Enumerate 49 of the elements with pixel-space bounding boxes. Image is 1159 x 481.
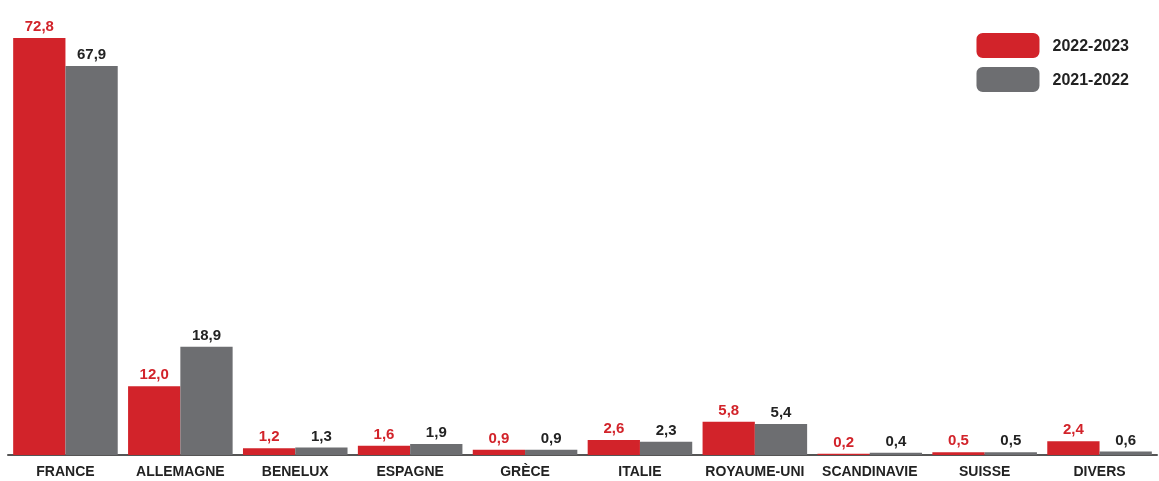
x-tick-label: ITALIE xyxy=(618,463,662,479)
bar xyxy=(932,452,985,455)
bar xyxy=(128,386,181,455)
x-tick-label: SUISSE xyxy=(958,463,1011,479)
data-label: 0,5 xyxy=(1000,431,1022,449)
data-label: 1,3 xyxy=(310,426,332,444)
x-tick-label: ALLEMAGNE xyxy=(136,463,225,479)
data-label: 2,4 xyxy=(1062,420,1085,438)
data-label: 0,6 xyxy=(1115,430,1137,448)
data-label: 1,9 xyxy=(425,423,447,441)
legend-label: 2022-2023 xyxy=(1052,37,1130,54)
bar xyxy=(587,440,640,455)
data-label: 12,0 xyxy=(139,365,169,383)
x-tick-label: GRÈCE xyxy=(500,463,550,479)
bar xyxy=(472,449,526,455)
data-label: 5,4 xyxy=(770,403,793,421)
data-label: 0,9 xyxy=(540,428,562,446)
x-tick-label: ESPAGNE xyxy=(376,463,444,479)
bar xyxy=(13,38,66,455)
data-label: 0,4 xyxy=(885,431,907,449)
data-label: 0,2 xyxy=(833,432,855,450)
x-tick-label: SCANDINAVIE xyxy=(822,463,918,479)
data-label: 0,9 xyxy=(488,428,510,446)
x-tick-label: DIVERS xyxy=(1073,463,1126,479)
data-label: 5,8 xyxy=(718,400,740,418)
data-label: 2,6 xyxy=(603,419,625,437)
bar xyxy=(242,448,296,455)
bar xyxy=(639,441,693,455)
data-label: 1,2 xyxy=(258,427,280,445)
data-label: 2,3 xyxy=(655,420,677,438)
x-tick-label: BENELUX xyxy=(261,463,330,479)
legend-label: 2021-2022 xyxy=(1052,71,1130,88)
data-label: 0,5 xyxy=(948,431,969,449)
bar xyxy=(754,424,808,455)
x-tick-label: FRANCE xyxy=(36,463,95,479)
bar xyxy=(357,445,411,455)
data-label: 67,9 xyxy=(76,45,107,63)
bar xyxy=(525,449,578,455)
bar xyxy=(295,447,348,455)
data-label: 1,6 xyxy=(373,424,395,442)
bar xyxy=(702,421,755,455)
bar xyxy=(984,452,1037,455)
data-label: 18,9 xyxy=(191,325,222,343)
bar xyxy=(1047,441,1100,455)
bar xyxy=(65,66,118,455)
data-label: 72,8 xyxy=(24,17,54,34)
bar xyxy=(410,444,463,455)
x-tick-label: ROYAUME-UNI xyxy=(705,463,805,479)
bar xyxy=(180,346,233,455)
